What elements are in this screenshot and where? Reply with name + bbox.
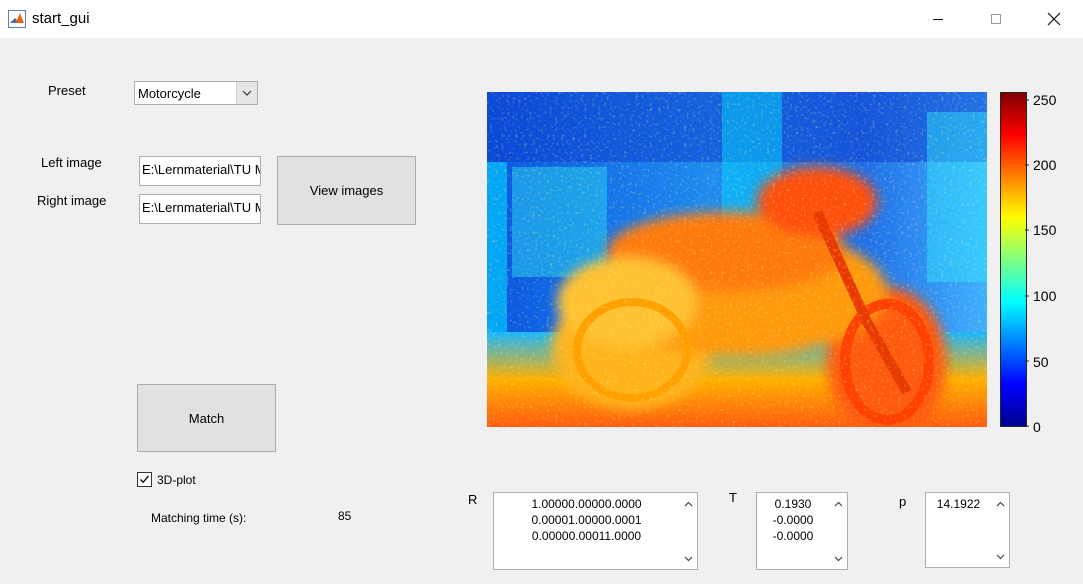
r-matrix-row: 0.00000.00011.0000 <box>531 529 642 543</box>
plot3d-checkbox[interactable] <box>137 472 152 487</box>
colorbar <box>1000 92 1027 427</box>
close-icon <box>1047 12 1061 26</box>
preset-label: Preset <box>48 83 86 98</box>
t-label: T <box>729 490 737 505</box>
t-vector-row: 0.1930 <box>774 497 812 511</box>
matching-time-value: 85 <box>338 509 352 523</box>
matlab-icon <box>8 10 26 28</box>
scroll-down-button[interactable] <box>680 550 697 567</box>
p-value-row: 14.1922 <box>936 497 981 511</box>
colorbar-tick-label: 200 <box>1033 157 1057 173</box>
checkmark-icon <box>140 475 150 484</box>
t-vector-row: -0.0000 <box>772 513 814 527</box>
chevron-down-icon <box>834 556 843 561</box>
right-image-field[interactable]: E:\Lernmaterial\TU M <box>139 194 261 224</box>
maximize-button[interactable] <box>973 0 1019 38</box>
match-button[interactable]: Match <box>137 384 276 452</box>
scrollbar[interactable] <box>992 493 1009 567</box>
r-matrix-row: 0.00001.00000.0001 <box>531 513 642 527</box>
preset-value: Motorcycle <box>138 86 201 101</box>
scroll-up-button[interactable] <box>992 495 1009 512</box>
window-title: start_gui <box>32 10 90 27</box>
plot3d-label: 3D-plot <box>157 473 196 487</box>
view-images-button[interactable]: View images <box>277 156 416 225</box>
chevron-up-icon <box>834 501 843 506</box>
title-bar: start_gui <box>0 0 1083 38</box>
colorbar-tick-label: 0 <box>1033 419 1041 435</box>
preset-dropdown[interactable]: Motorcycle <box>134 81 258 105</box>
left-image-field[interactable]: E:\Lernmaterial\TU M <box>139 156 261 186</box>
disparity-map-graphic <box>487 92 987 427</box>
colorbar-ticks <box>1025 99 1029 427</box>
scroll-down-button[interactable] <box>992 548 1009 565</box>
colorbar-tick-label: 100 <box>1033 288 1057 304</box>
t-vector-listbox[interactable]: 0.1930 -0.0000 -0.0000 <box>756 492 848 570</box>
scroll-up-button[interactable] <box>680 495 697 512</box>
minimize-button[interactable] <box>915 0 961 38</box>
chevron-up-icon <box>996 501 1005 506</box>
right-image-label: Right image <box>37 193 107 208</box>
chevron-up-icon <box>684 501 693 506</box>
matching-time-label: Matching time (s): <box>151 511 247 525</box>
p-label: p <box>899 494 907 509</box>
scroll-up-button[interactable] <box>830 495 847 512</box>
r-matrix-row: 1.00000.00000.0000 <box>531 497 642 511</box>
t-vector-row: -0.0000 <box>772 529 814 543</box>
r-label: R <box>468 492 478 507</box>
p-value-listbox[interactable]: 14.1922 <box>925 492 1010 568</box>
close-button[interactable] <box>1031 0 1077 38</box>
scroll-down-button[interactable] <box>830 550 847 567</box>
disparity-map-image <box>487 92 987 427</box>
colorbar-tick-label: 50 <box>1033 354 1049 370</box>
colorbar-tick-label: 250 <box>1033 92 1057 108</box>
minimize-icon <box>933 19 943 20</box>
chevron-down-icon <box>684 556 693 561</box>
chevron-down-icon <box>996 554 1005 559</box>
r-matrix-listbox[interactable]: 1.00000.00000.0000 0.00001.00000.0001 0.… <box>493 492 698 570</box>
colorbar-tick-label: 150 <box>1033 222 1057 238</box>
left-image-label: Left image <box>41 155 102 170</box>
dropdown-arrow[interactable] <box>236 82 257 104</box>
maximize-icon <box>991 14 1001 24</box>
scrollbar[interactable] <box>830 493 847 569</box>
scrollbar[interactable] <box>680 493 697 569</box>
chevron-down-icon <box>242 90 252 96</box>
